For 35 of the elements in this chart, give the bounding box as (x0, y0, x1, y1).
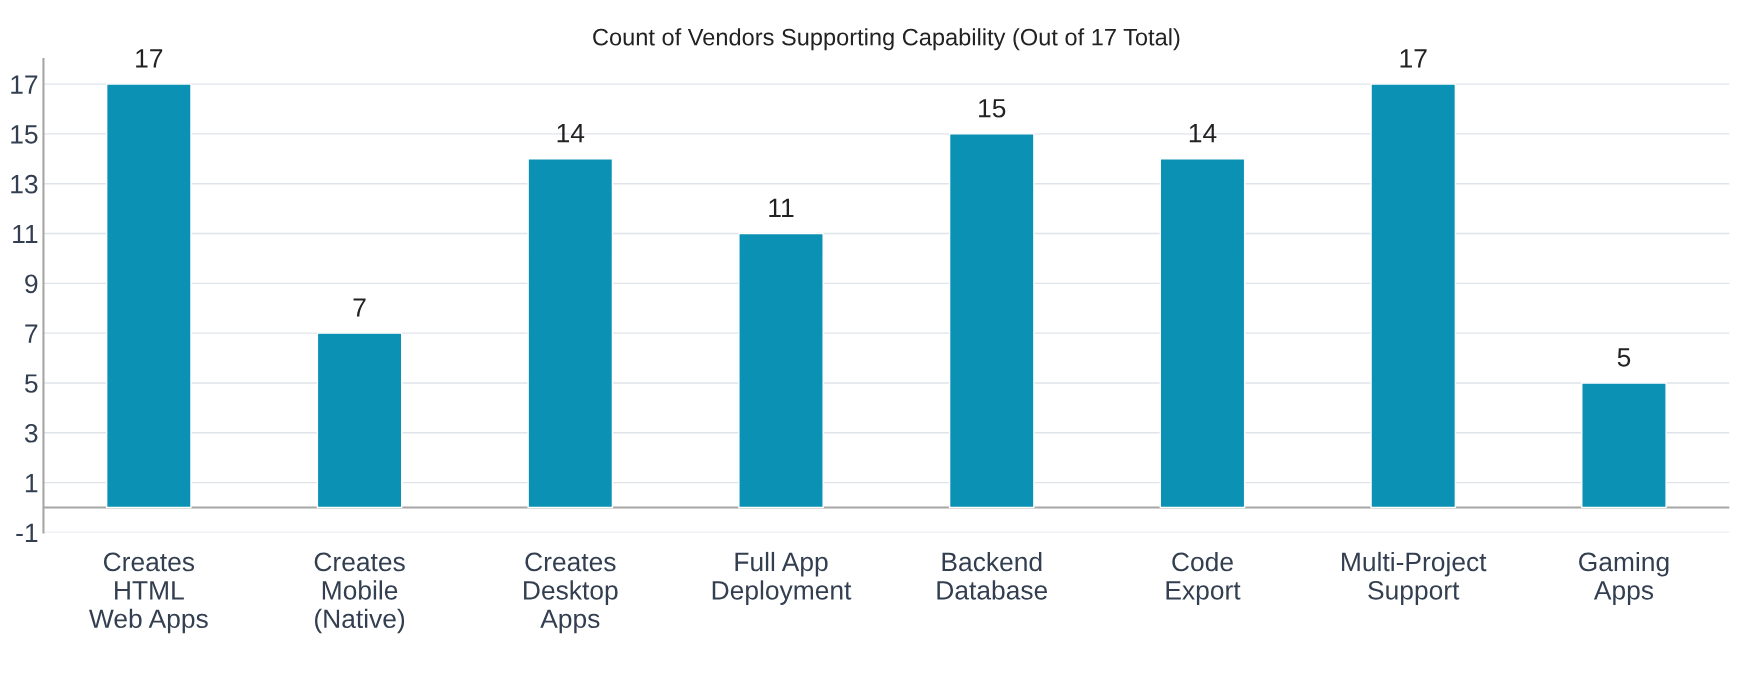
y-tick-label: 11 (13, 224, 38, 244)
bar (1581, 382, 1667, 509)
y-tick-label: 17 (11, 75, 38, 94)
bar (527, 158, 614, 509)
x-tick-label: Gaming Apps (1579, 551, 1669, 605)
data-label: 11 (769, 198, 794, 217)
y-tick-label: 7 (25, 324, 38, 343)
data-label: 15 (979, 99, 1006, 118)
x-tick-label: Backend Database (937, 551, 1048, 600)
chart-title: Count of Vendors Supporting Capability (Out of 17 Total) (593, 28, 1180, 51)
bar (1370, 83, 1457, 509)
x-tick-label: Full App Deployment (712, 551, 852, 605)
bar (1159, 158, 1246, 509)
y-tick-label: 15 (11, 125, 38, 144)
x-tick-label: Creates Desktop Apps (524, 552, 618, 634)
data-label: 17 (1400, 49, 1427, 68)
bar (948, 133, 1035, 509)
data-label: 7 (353, 298, 366, 317)
bar (105, 83, 192, 509)
bar (738, 232, 824, 509)
bar (316, 332, 403, 509)
data-label: 17 (136, 49, 163, 68)
data-label: 14 (557, 124, 585, 143)
x-tick-label: Creates HTML Web Apps (89, 552, 208, 634)
y-tick-label: 1 (25, 474, 38, 493)
x-tick-label: Multi-Project Support (1342, 551, 1487, 605)
y-tick-label: 3 (24, 423, 38, 443)
data-label: 5 (1617, 348, 1631, 367)
y-tick-label: 5 (24, 374, 38, 393)
x-tick-label: Creates Mobile (Native) (314, 552, 405, 634)
x-tick-label: Code Export (1166, 551, 1241, 605)
data-label: 14 (1189, 124, 1217, 143)
y-tick-label: 9 (25, 274, 38, 294)
y-tick-label: 13 (11, 174, 38, 194)
y-tick-label: -1 (16, 523, 38, 542)
